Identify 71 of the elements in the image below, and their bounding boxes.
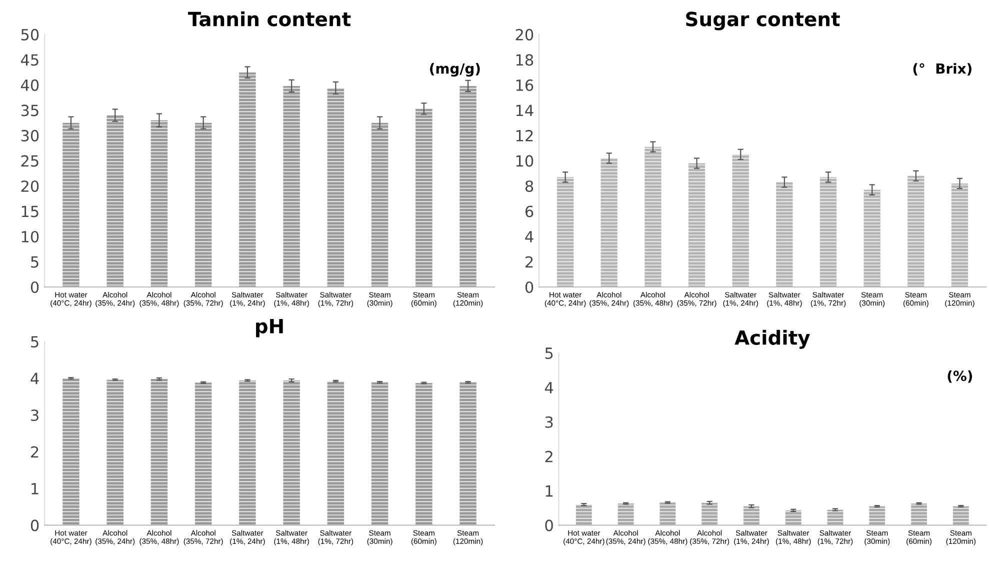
y-tick-label: 3 [31,409,38,422]
y-tick-label: 15 [22,206,38,218]
y-tick-label: 0 [30,520,39,532]
bar [106,115,124,287]
y-tick-label: 45 [20,54,38,66]
y-tick-label: 4 [525,231,534,242]
y-tick-label: 40 [20,79,39,91]
y-tick-label: 20 [21,180,39,192]
bar [820,177,837,287]
bar [327,88,344,287]
bar [576,504,592,526]
chart-title: Tannin content [188,11,351,26]
y-tick-label: 1 [32,483,38,494]
bar [600,158,618,287]
y-tick-label: 4 [544,382,554,394]
bar [688,163,706,287]
bar [744,506,760,526]
bar [776,182,793,287]
chart-title: Acidity [734,330,810,349]
bar [371,122,388,287]
bar [785,510,802,526]
bar [194,122,212,287]
y-tick-label: 5 [545,348,553,360]
annotation: (%) [948,370,972,383]
bar [702,502,718,526]
annotation: (° Brix) [913,63,972,76]
y-tick-label: 0 [30,281,39,294]
y-tick-label: 5 [31,336,38,348]
y-tick-label: 35 [21,104,38,116]
bar [62,122,80,287]
bar [660,502,676,526]
bar [911,504,927,526]
y-tick-label: 25 [21,155,38,167]
y-tick-label: 5 [31,256,38,268]
bar [952,506,969,526]
chart-title: Sugar content [686,12,840,30]
bar [239,72,256,287]
bar [908,176,924,287]
y-tick-label: 12 [516,130,533,142]
annotation: (mg/g) [430,63,480,77]
y-tick-label: 8 [525,180,534,192]
y-tick-label: 50 [21,28,39,40]
bar [460,86,476,287]
y-tick-label: 1 [546,485,553,497]
y-tick-label: 3 [545,416,553,428]
y-tick-label: 4 [30,372,39,384]
y-tick-label: 14 [516,104,534,116]
bar [951,183,968,287]
y-tick-label: 2 [526,256,533,268]
bar [827,510,844,526]
bar [618,504,634,526]
bar [869,506,886,526]
y-tick-label: 16 [516,79,534,91]
y-tick-label: 2 [545,450,552,462]
y-tick-label: 18 [516,54,534,66]
bar [150,120,168,287]
y-tick-label: 30 [21,130,39,142]
y-tick-label: 10 [516,155,534,167]
bar [864,190,880,287]
y-tick-label: 10 [22,230,39,243]
bar [556,177,574,287]
y-tick-label: 0 [525,281,534,294]
chart-title: pH [256,319,283,338]
bar [732,154,749,287]
bar [644,146,662,287]
y-tick-label: 20 [516,28,534,40]
y-tick-label: 6 [525,206,534,218]
bar [283,86,300,287]
y-tick-label: 2 [31,446,38,458]
y-tick-label: 0 [545,520,553,532]
bar [416,108,432,287]
